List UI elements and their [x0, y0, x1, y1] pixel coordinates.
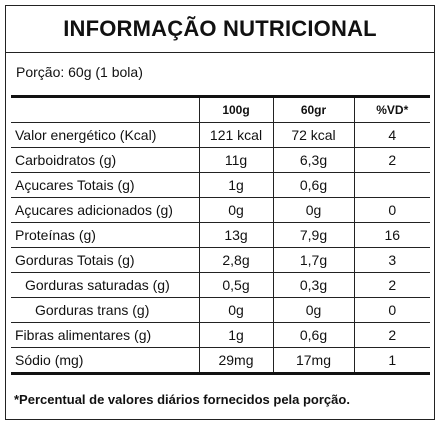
title: INFORMAÇÃO NUTRICIONAL — [6, 6, 434, 53]
header-cell — [11, 96, 199, 123]
table-row: Proteínas (g) 13g 7,9g 16 — [11, 222, 430, 248]
row-label: Fibras alimentares (g) — [11, 322, 199, 348]
row-label: Gorduras trans (g) — [11, 297, 199, 323]
row-label: Sódio (mg) — [15, 352, 84, 368]
value-cell: 0,5g — [198, 272, 273, 298]
table-row: Açucares adicionados (g) 0g 0g 0 — [11, 197, 430, 223]
value-cell: 1 — [353, 347, 430, 374]
table-row: Carboidratos (g) 11g 6,3g 2 — [11, 147, 430, 173]
header-row: 100g 60gr %VD* — [11, 96, 430, 123]
value-cell: 72 kcal — [272, 122, 354, 148]
nutrition-label: INFORMAÇÃO NUTRICIONAL Porção: 60g (1 bo… — [5, 5, 435, 420]
value-cell: 0 — [353, 297, 430, 323]
row-label: Gorduras Totais (g) — [11, 247, 199, 273]
value-cell: 1,7g — [272, 247, 354, 273]
value-cell: 17mg — [272, 347, 354, 374]
nutrition-table: 100g 60gr %VD* Valor energético (Kcal) 121 … — [11, 95, 430, 375]
row-label: Açucares Totais (g) — [11, 172, 199, 198]
table-row: Fibras alimentares (g) 1g 0,6g 2 — [11, 322, 430, 348]
value-cell: 0,3g — [272, 272, 354, 298]
value-cell: 3 — [353, 247, 430, 273]
value-cell: 6,3g — [272, 147, 354, 173]
row-label: Gorduras saturadas (g) — [11, 272, 199, 298]
value-cell: 4 — [353, 122, 430, 148]
column-header: 60gr — [272, 96, 354, 123]
value-cell: 29mg — [198, 347, 273, 374]
table-row: Sódio (mg) 29mg 17mg 1 — [11, 347, 430, 374]
row-label: Proteínas (g) — [11, 222, 199, 248]
value-cell: 0g — [272, 297, 354, 323]
table-row: Gorduras saturadas (g) 0,5g 0,3g 2 — [11, 272, 430, 298]
value-cell: 0 — [353, 197, 430, 223]
value-cell: 121 kcal — [198, 122, 273, 148]
value-cell: 2 — [353, 272, 430, 298]
value-cell: 13g — [198, 222, 273, 248]
value-cell: 0,6g — [272, 172, 354, 198]
footnote: *Percentual de valores diários fornecido… — [14, 392, 350, 407]
value-cell: 7,9g — [272, 222, 354, 248]
table-body: Valor energético (Kcal) 121 kcal 72 kcal 4 C… — [11, 122, 430, 374]
value-cell: 0g — [198, 197, 273, 223]
column-header: 100g — [198, 96, 273, 123]
row-label: Açucares adicionados (g) — [11, 197, 199, 223]
value-cell: 2,8g — [198, 247, 273, 273]
value-cell: 1g — [198, 322, 273, 348]
table-row: Gorduras Totais (g) 2,8g 1,7g 3 — [11, 247, 430, 273]
column-header: %VD* — [353, 96, 430, 123]
value-cell — [353, 172, 430, 198]
row-label: Carboidratos (g) — [11, 147, 199, 173]
value-cell: 0g — [198, 297, 273, 323]
value-cell: 1g — [198, 172, 273, 198]
value-cell: 0,6g — [272, 322, 354, 348]
table-row: Valor energético (Kcal) 121 kcal 72 kcal 4 — [11, 122, 430, 148]
value-cell: 16 — [353, 222, 430, 248]
value-cell: 2 — [353, 147, 430, 173]
value-cell: 2 — [353, 322, 430, 348]
value-cell: 0g — [272, 197, 354, 223]
serving: Porção: 60g (1 bola) — [16, 64, 143, 80]
value-cell: 11g — [198, 147, 273, 173]
row-label: Valor energético (Kcal) — [11, 122, 199, 148]
table-row: Açucares Totais (g) 1g 0,6g — [11, 172, 430, 198]
table-row: Gorduras trans (g) 0g 0g 0 — [11, 297, 430, 323]
